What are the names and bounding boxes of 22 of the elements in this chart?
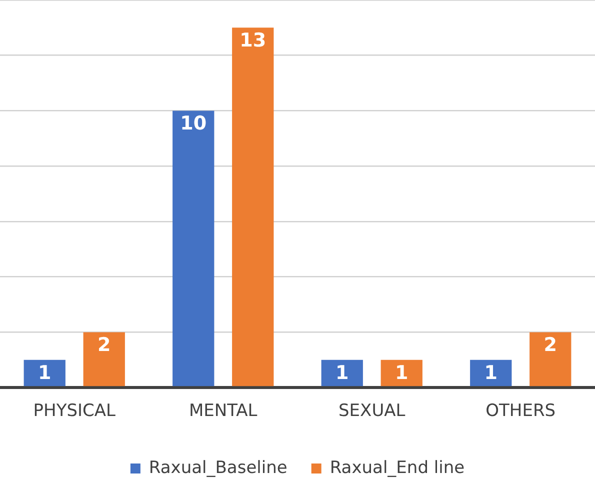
bar	[380, 360, 422, 386]
data-label: 2	[544, 334, 557, 356]
bar	[232, 28, 274, 386]
x-tick-label: OTHERS	[486, 401, 556, 422]
data-label: 1	[484, 362, 498, 384]
bar	[470, 360, 512, 386]
x-tick-label: MENTAL	[188, 401, 258, 422]
x-tick-label: SEXUAL	[338, 401, 406, 422]
data-label: 13	[240, 30, 266, 52]
data-label: 2	[98, 334, 111, 356]
data-label: 1	[395, 362, 408, 384]
bar	[530, 332, 572, 386]
x-tick-label: PHYSICAL	[33, 401, 116, 422]
data-label: 1	[336, 362, 349, 384]
legend-label: Raxual_Baseline	[148, 458, 288, 478]
legend-label: Raxual_End line	[330, 458, 465, 478]
bar	[24, 360, 66, 386]
data-label: 1	[38, 362, 52, 384]
data-label: 10	[180, 112, 207, 135]
bar	[321, 360, 363, 386]
bar	[172, 110, 214, 386]
bar	[83, 332, 125, 386]
